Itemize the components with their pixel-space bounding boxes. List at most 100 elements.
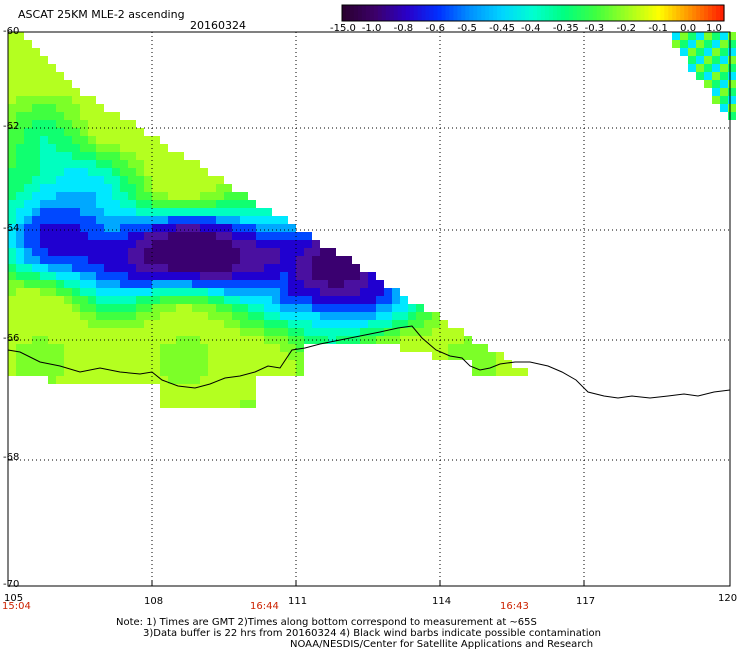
colorbar-tick-label: -0.3: [584, 23, 605, 34]
swath-cell: [320, 248, 328, 256]
swath-cell: [216, 328, 224, 336]
swath-cell: [152, 224, 160, 232]
swath-cell: [64, 328, 72, 336]
swath-cell: [392, 320, 400, 328]
swath-cell: [248, 200, 256, 208]
swath-cell: [96, 248, 104, 256]
swath-cell: [120, 152, 128, 160]
swath-cell: [136, 184, 144, 192]
swath-cell: [40, 368, 48, 376]
swath-cell: [176, 400, 184, 408]
swath-cell: [112, 312, 120, 320]
swath-cell: [728, 104, 736, 112]
swath-cell: [152, 320, 160, 328]
swath-cell: [184, 280, 192, 288]
swath-cell: [8, 192, 16, 200]
swath-cell: [88, 312, 96, 320]
swath-cell: [80, 224, 88, 232]
swath-cell: [216, 296, 224, 304]
swath-cell: [160, 168, 168, 176]
swath-cell: [80, 240, 88, 248]
swath-cell: [720, 56, 728, 64]
swath-cell: [256, 224, 264, 232]
swath-cell: [136, 160, 144, 168]
swath-cell: [296, 312, 304, 320]
swath-cell: [48, 224, 56, 232]
swath-cell: [64, 184, 72, 192]
swath-cell: [280, 312, 288, 320]
swath-cell: [128, 136, 136, 144]
swath-cell: [320, 296, 328, 304]
swath-cell: [128, 144, 136, 152]
swath-cell: [56, 88, 64, 96]
swath-cell: [40, 80, 48, 88]
swath-cell: [168, 312, 176, 320]
swath-cell: [176, 208, 184, 216]
swath-cell: [16, 280, 24, 288]
swath-cell: [48, 240, 56, 248]
swath-cell: [112, 144, 120, 152]
swath-cell: [24, 96, 32, 104]
swath-cell: [152, 176, 160, 184]
swath-cell: [224, 192, 232, 200]
swath-cell: [136, 168, 144, 176]
swath-cell: [712, 48, 720, 56]
swath-cell: [72, 88, 80, 96]
swath-cell: [256, 248, 264, 256]
swath-cell: [56, 232, 64, 240]
swath-cell: [32, 72, 40, 80]
swath-cell: [304, 320, 312, 328]
swath-cell: [368, 272, 376, 280]
swath-cell: [8, 360, 16, 368]
swath-cell: [176, 168, 184, 176]
swath-cell: [112, 304, 120, 312]
swath-cell: [224, 352, 232, 360]
swath-cell: [32, 136, 40, 144]
swath-cell: [696, 48, 704, 56]
swath-cell: [80, 136, 88, 144]
swath-cell: [272, 216, 280, 224]
swath-cell: [152, 368, 160, 376]
swath-cell: [120, 176, 128, 184]
swath-cell: [712, 72, 720, 80]
swath-cell: [8, 368, 16, 376]
swath-cell: [392, 312, 400, 320]
swath-cell: [96, 128, 104, 136]
swath-cell: [32, 280, 40, 288]
swath-cell: [88, 184, 96, 192]
swath-cell: [144, 232, 152, 240]
swath-cell: [32, 248, 40, 256]
swath-cell: [328, 280, 336, 288]
swath-cell: [8, 224, 16, 232]
swath-cell: [88, 240, 96, 248]
swath-cell: [200, 368, 208, 376]
swath-cell: [128, 256, 136, 264]
swath-cell: [96, 280, 104, 288]
swath-cell: [288, 264, 296, 272]
swath-cell: [104, 280, 112, 288]
swath-cell: [64, 216, 72, 224]
swath-cell: [712, 56, 720, 64]
swath-cell: [104, 312, 112, 320]
swath-cell: [208, 384, 216, 392]
swath-cell: [144, 360, 152, 368]
swath-cell: [232, 240, 240, 248]
swath-cell: [56, 192, 64, 200]
swath-cell: [704, 32, 712, 40]
swath-cell: [112, 264, 120, 272]
swath-cell: [304, 232, 312, 240]
swath-cell: [352, 272, 360, 280]
swath-cell: [176, 160, 184, 168]
swath-cell: [8, 72, 16, 80]
swath-cell: [72, 320, 80, 328]
swath-cell: [64, 112, 72, 120]
swath-cell: [704, 56, 712, 64]
swath-cell: [280, 232, 288, 240]
swath-cell: [136, 136, 144, 144]
swath-cell: [64, 256, 72, 264]
swath-cell: [304, 328, 312, 336]
swath-cell: [24, 192, 32, 200]
swath-cell: [104, 320, 112, 328]
swath-cell: [216, 200, 224, 208]
swath-cell: [360, 304, 368, 312]
